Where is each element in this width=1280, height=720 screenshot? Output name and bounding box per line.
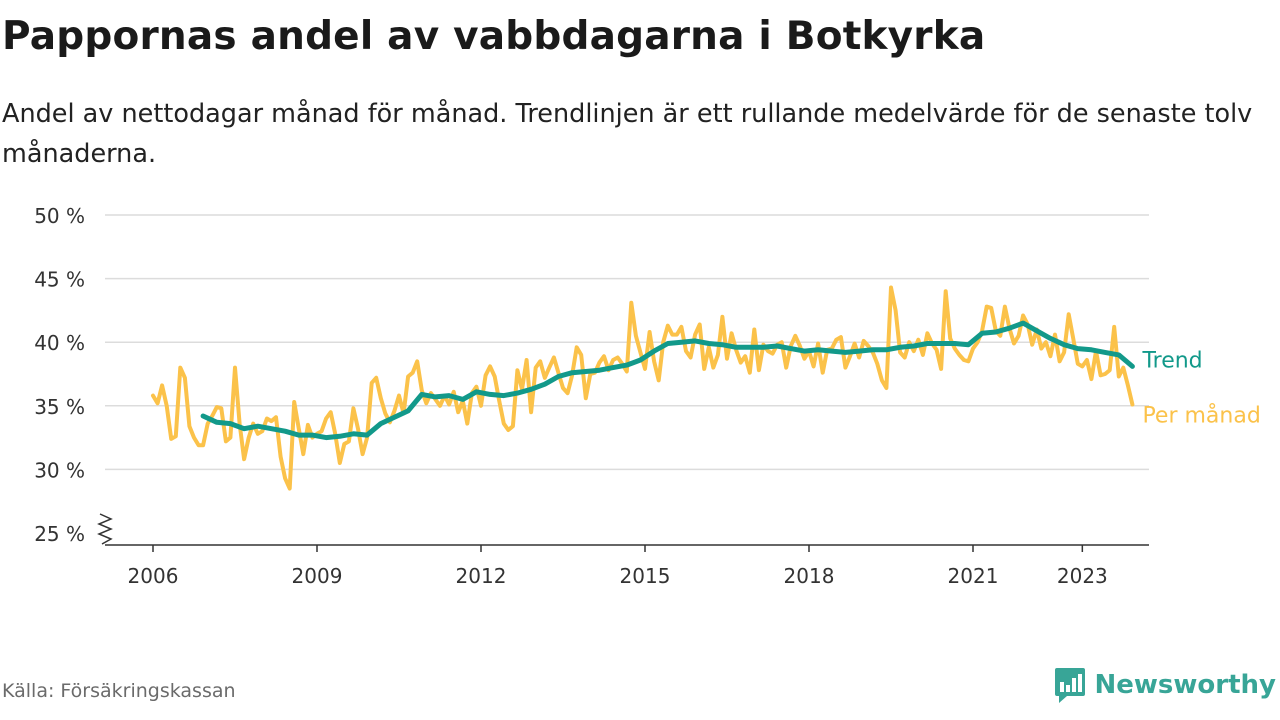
brand-logo: Newsworthy (1053, 666, 1276, 704)
x-tick-label: 2009 (292, 564, 343, 588)
x-tick-label: 2018 (784, 564, 835, 588)
y-tick-label: 25 % (34, 522, 85, 546)
x-axis: 2006 2009 2012 2015 2018 2021 2023 (105, 544, 1149, 588)
y-tick-label: 30 % (34, 458, 85, 482)
series-line (200, 320, 1135, 441)
x-tick-label: 2012 (456, 564, 507, 588)
y-axis: 25 % 30 % 35 % 40 % 45 % 50 % (34, 204, 113, 546)
series-label: Trend (1141, 348, 1202, 373)
y-tick-label: 50 % (34, 204, 85, 228)
newsworthy-logo-icon (1054, 668, 1085, 703)
axis-break-icon (97, 513, 113, 545)
x-tick-label: 2015 (620, 564, 671, 588)
x-tick-label: 2006 (128, 564, 179, 588)
y-tick-label: 35 % (34, 395, 85, 419)
x-tick-label: 2023 (1057, 564, 1108, 588)
brand-name: Newsworthy (1094, 670, 1276, 700)
y-tick-label: 45 % (34, 268, 85, 292)
chart-subtitle: Andel av nettodagar månad för månad. Tre… (2, 99, 1253, 169)
series-label: Per månad (1142, 403, 1260, 429)
series-labels: Per månad Trend (1141, 348, 1260, 428)
y-tick-label: 40 % (34, 331, 85, 355)
series-lines (151, 285, 1135, 491)
chart-title: Pappornas andel av vabbdagarna i Botkyrk… (2, 14, 986, 59)
series-line (151, 285, 1135, 491)
source-note: Källa: Försäkringskassan (2, 680, 236, 702)
x-tick-label: 2021 (948, 564, 999, 588)
